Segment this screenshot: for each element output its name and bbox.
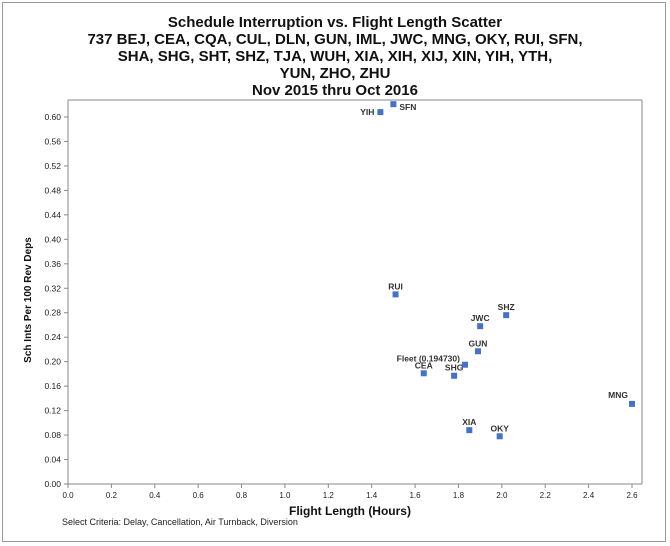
data-point bbox=[390, 101, 397, 108]
data-point bbox=[420, 370, 427, 377]
y-tick-label: 0.60 bbox=[44, 112, 61, 122]
data-point-label: RUI bbox=[388, 281, 403, 291]
data-point bbox=[461, 361, 468, 368]
y-tick-label: 0.24 bbox=[44, 332, 61, 342]
y-axis-label: Sch Ints Per 100 Rev Deps bbox=[23, 237, 34, 363]
data-point-label: XIA bbox=[462, 417, 476, 427]
data-point-label: SHZ bbox=[498, 302, 515, 312]
x-tick-label: 0.0 bbox=[62, 491, 74, 500]
y-tick-label: 0.28 bbox=[44, 308, 61, 318]
y-tick-label: 0.52 bbox=[44, 161, 61, 171]
data-point-label: CEA bbox=[415, 360, 433, 370]
x-tick-label: 0.2 bbox=[106, 491, 118, 500]
x-tick-label: 2.6 bbox=[626, 491, 638, 500]
x-tick-label: 1.4 bbox=[366, 491, 378, 500]
data-point-label: YIH bbox=[360, 107, 374, 117]
y-tick-label: 0.48 bbox=[44, 185, 61, 195]
y-tick-label: 0.20 bbox=[44, 357, 61, 367]
data-point-label: Fleet (0.194730) bbox=[397, 354, 460, 364]
data-point-label: GUN bbox=[469, 338, 488, 348]
data-point bbox=[377, 109, 384, 116]
chart-title-line-5: Nov 2015 thru Oct 2016 bbox=[252, 82, 418, 99]
x-tick-label: 0.4 bbox=[149, 491, 161, 500]
data-point-label: JWC bbox=[471, 313, 490, 323]
chart-title-line-2: 737 BEJ, CEA, CQA, CUL, DLN, GUN, IML, J… bbox=[87, 31, 583, 48]
data-point bbox=[474, 348, 481, 355]
x-tick-label: 2.4 bbox=[583, 491, 595, 500]
y-tick-label: 0.12 bbox=[44, 406, 61, 416]
y-tick-label: 0.44 bbox=[44, 210, 61, 220]
data-point bbox=[503, 312, 510, 319]
y-tick-label: 0.36 bbox=[44, 259, 61, 269]
chart-title-line-1: Schedule Interruption vs. Flight Length … bbox=[167, 14, 503, 31]
data-point-label: SHG bbox=[445, 363, 464, 373]
data-point-label: SFN bbox=[399, 102, 416, 112]
y-tick-label: 0.08 bbox=[44, 430, 61, 440]
data-point bbox=[451, 372, 458, 379]
y-tick-label: 0.40 bbox=[44, 234, 61, 244]
x-tick-label: 2.2 bbox=[540, 491, 552, 500]
y-tick-label: 0.56 bbox=[44, 136, 61, 146]
y-tick-label: 0.32 bbox=[44, 283, 61, 293]
data-point-label: MNG bbox=[608, 390, 628, 400]
data-point bbox=[392, 291, 399, 298]
y-tick-label: 0.00 bbox=[44, 479, 61, 489]
x-axis-label: Flight Length (Hours) bbox=[289, 504, 411, 518]
chart-title-line-4: YUN, ZHO, ZHU bbox=[279, 65, 391, 82]
y-tick-label: 0.16 bbox=[44, 381, 61, 391]
x-tick-label: 0.8 bbox=[236, 491, 248, 500]
x-tick-label: 1.8 bbox=[453, 491, 465, 500]
x-tick-label: 2.0 bbox=[496, 491, 508, 500]
x-tick-label: 0.6 bbox=[193, 491, 205, 500]
x-tick-label: 1.0 bbox=[279, 491, 291, 500]
footnote: Select Criteria: Delay, Cancellation, Ai… bbox=[62, 517, 298, 527]
data-point bbox=[629, 400, 635, 407]
data-point bbox=[466, 427, 473, 434]
data-point bbox=[477, 323, 484, 330]
x-tick-label: 1.2 bbox=[323, 491, 335, 500]
data-point-label: OKY bbox=[490, 423, 509, 433]
data-point bbox=[496, 433, 503, 440]
chart-title-line-3: SHA, SHG, SHT, SHZ, TJA, WUH, XIA, XIH, … bbox=[117, 48, 553, 65]
y-tick-label: 0.04 bbox=[44, 455, 61, 465]
x-tick-label: 1.6 bbox=[410, 491, 422, 500]
